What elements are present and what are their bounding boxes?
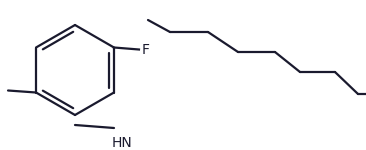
Text: HN: HN xyxy=(112,136,132,150)
Text: F: F xyxy=(142,42,150,57)
